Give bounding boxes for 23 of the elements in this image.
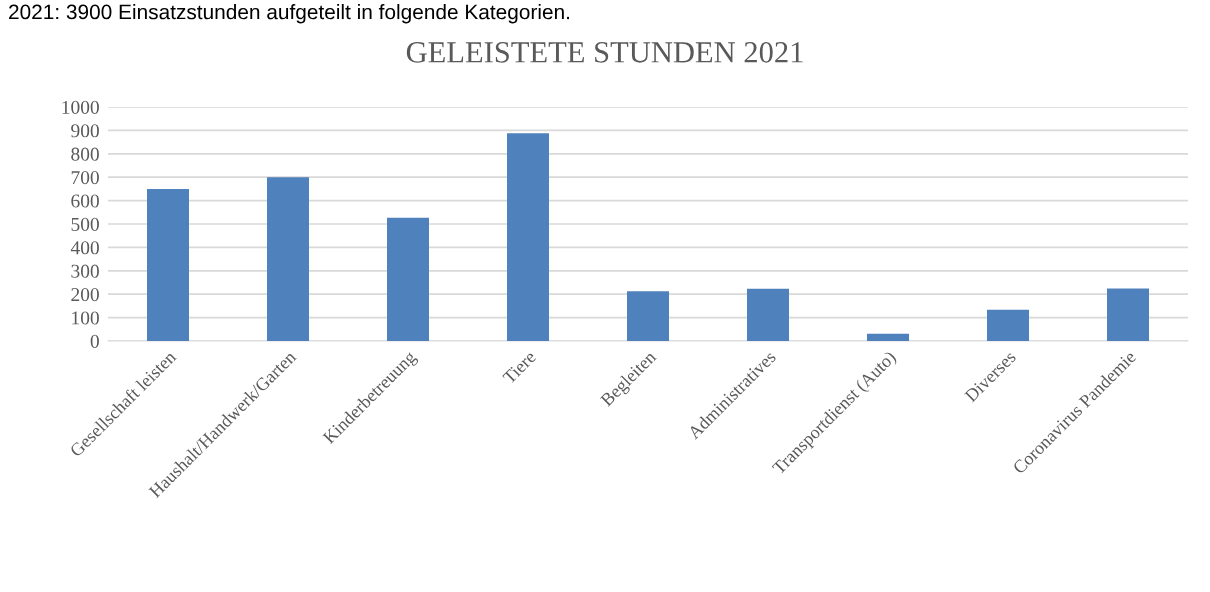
bar — [507, 133, 549, 341]
y-tick-label: 200 — [71, 288, 99, 302]
bar — [1107, 288, 1149, 341]
bar — [147, 188, 189, 341]
bar — [267, 177, 309, 341]
y-tick-label: 100 — [72, 311, 99, 325]
bar — [987, 309, 1029, 341]
y-tick-label: 500 — [71, 217, 99, 231]
chart-title: GELEISTETE STUNDEN 2021 — [406, 42, 803, 63]
y-tick-label: 600 — [71, 194, 99, 208]
bar — [747, 288, 789, 341]
y-tick-label: 800 — [71, 147, 99, 161]
x-tick-label: Tiere — [502, 350, 537, 385]
y-tick-label: 400 — [70, 241, 99, 255]
y-tick-label: 700 — [71, 171, 99, 185]
bar — [627, 291, 669, 341]
y-tick-label: 900 — [71, 124, 99, 138]
bar — [387, 217, 429, 341]
y-tick-label: 300 — [71, 264, 99, 278]
y-tick-label: 1000 — [62, 100, 99, 114]
y-tick-label: 0 — [90, 334, 99, 348]
text: 2021: 3900 Einsatzstunden aufgeteilt in folgende Kategorien. — [9, 4, 570, 24]
bar — [867, 333, 909, 341]
